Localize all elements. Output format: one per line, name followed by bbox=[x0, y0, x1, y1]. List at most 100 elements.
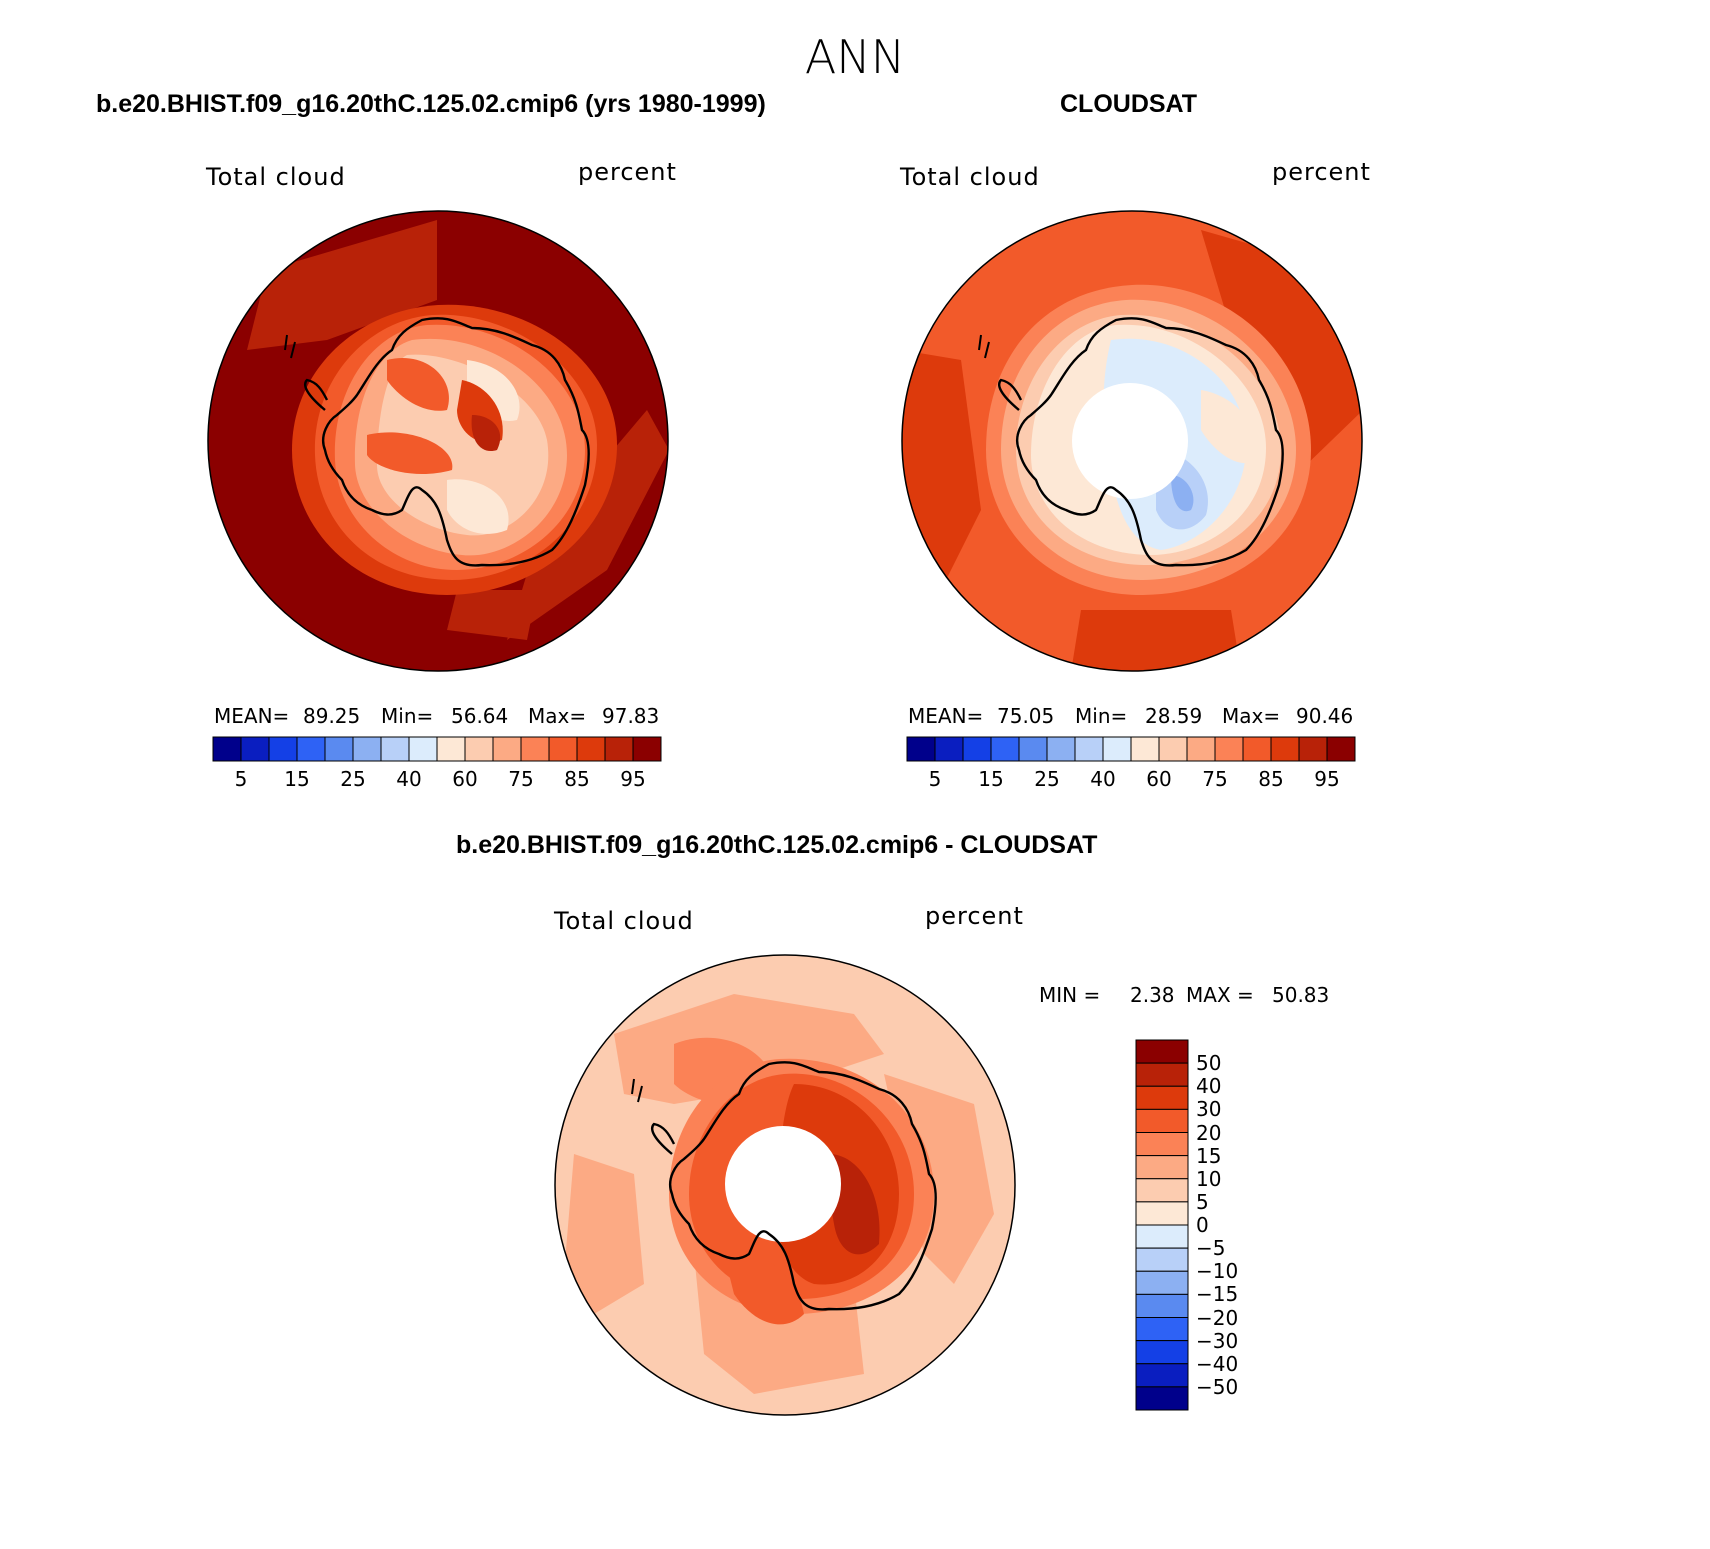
panel3-min-value: 2.38 bbox=[1130, 983, 1175, 1007]
colorbar-tick-label: 40 bbox=[1196, 1074, 1222, 1099]
colorbar-swatch bbox=[1018, 736, 1048, 762]
colorbar-tick-label: 85 bbox=[564, 767, 590, 791]
panel2-field-patch bbox=[902, 350, 981, 590]
colorbar-swatch bbox=[296, 736, 326, 762]
panel3-colorbar-ticks: 50 40 30 20 15 10 5 0 −5 −10 −15 −20 −30 −40 −50 bbox=[1196, 1040, 1256, 1410]
colorbar-tick-label: 75 bbox=[1202, 767, 1228, 791]
colorbar-swatch bbox=[1298, 736, 1328, 762]
colorbar-swatch bbox=[1130, 736, 1160, 762]
panel2-max-value: 90.46 bbox=[1296, 704, 1354, 728]
colorbar-swatch bbox=[464, 736, 494, 762]
colorbar-swatch bbox=[1270, 736, 1300, 762]
panel3-field-patch bbox=[564, 1154, 644, 1314]
colorbar-swatch bbox=[1135, 1132, 1189, 1157]
panel1-map-border bbox=[207, 210, 669, 672]
colorbar-tick-label: 15 bbox=[1196, 1143, 1222, 1168]
panel2-mean-value: 75.05 bbox=[997, 704, 1055, 728]
colorbar-tick-label: −50 bbox=[1196, 1374, 1239, 1399]
panel3-peninsula-coastline bbox=[650, 1122, 676, 1155]
colorbar-swatch bbox=[1135, 1085, 1189, 1110]
panel2-field-patch bbox=[1201, 390, 1257, 464]
colorbar-swatch bbox=[492, 736, 522, 762]
colorbar-swatch bbox=[1326, 736, 1356, 762]
panel2-colorbar bbox=[906, 736, 1356, 762]
colorbar-tick-label: 50 bbox=[1196, 1051, 1222, 1076]
panel1-mean-label: MEAN= bbox=[214, 704, 290, 728]
panel3-antarctica-coastline bbox=[669, 1061, 937, 1311]
colorbar-tick-label: 5 bbox=[1196, 1189, 1209, 1214]
panel3-missing-data-hole bbox=[725, 1126, 841, 1242]
panel1-variable-label: Total cloud bbox=[206, 163, 346, 191]
colorbar-swatch bbox=[408, 736, 438, 762]
colorbar-swatch bbox=[1102, 736, 1132, 762]
colorbar-tick-label: −5 bbox=[1196, 1236, 1226, 1261]
colorbar-tick-label: 15 bbox=[978, 767, 1004, 791]
panel1-min-value: 56.64 bbox=[451, 704, 509, 728]
colorbar-swatch bbox=[1186, 736, 1216, 762]
colorbar-swatch bbox=[324, 736, 354, 762]
panel2-max-label: Max= bbox=[1222, 704, 1281, 728]
panel3-case-title: b.e20.BHIST.f09_g16.20thC.125.02.cmip6 -… bbox=[456, 831, 1098, 859]
panel1-colorbar-ticks: 5 15 25 40 60 75 85 95 bbox=[213, 767, 661, 793]
panel2-missing-data-hole bbox=[1072, 383, 1188, 499]
panel1-case-title: b.e20.BHIST.f09_g16.20thC.125.02.cmip6 (… bbox=[96, 90, 766, 118]
colorbar-swatch bbox=[352, 736, 382, 762]
colorbar-tick-label: −40 bbox=[1196, 1351, 1239, 1376]
colorbar-swatch bbox=[1158, 736, 1188, 762]
panel3-polar-map bbox=[554, 954, 1016, 1416]
panel3-max-label: MAX = bbox=[1186, 983, 1254, 1007]
colorbar-swatch bbox=[1135, 1155, 1189, 1180]
colorbar-tick-label: −20 bbox=[1196, 1305, 1239, 1330]
panel2-field-patch bbox=[1071, 610, 1241, 671]
colorbar-swatch bbox=[1135, 1062, 1189, 1087]
panel2-units-label: percent bbox=[1272, 158, 1371, 186]
panel1-max-value: 97.83 bbox=[602, 704, 660, 728]
colorbar-swatch bbox=[990, 736, 1020, 762]
panel1-island-outline bbox=[284, 334, 296, 359]
panel2-map-border bbox=[901, 210, 1363, 672]
colorbar-tick-label: 25 bbox=[1034, 767, 1060, 791]
colorbar-swatch bbox=[1135, 1178, 1189, 1203]
colorbar-swatch bbox=[906, 736, 936, 762]
panel2-case-title: CLOUDSAT bbox=[1060, 90, 1198, 118]
panel1-field-patch bbox=[367, 432, 453, 475]
colorbar-swatch bbox=[1135, 1247, 1189, 1272]
panel1-field-patch bbox=[387, 358, 449, 411]
colorbar-tick-label: 30 bbox=[1196, 1097, 1222, 1122]
panel3-units-label: percent bbox=[925, 902, 1024, 930]
panel1-field-patch bbox=[247, 220, 437, 350]
colorbar-tick-label: 10 bbox=[1196, 1166, 1222, 1191]
colorbar-swatch bbox=[1242, 736, 1272, 762]
colorbar-swatch bbox=[604, 736, 634, 762]
panel1-field-patch bbox=[447, 479, 509, 534]
colorbar-tick-label: 60 bbox=[452, 767, 478, 791]
panel2-colorbar-ticks: 5 15 25 40 60 75 85 95 bbox=[907, 767, 1355, 793]
colorbar-tick-label: −15 bbox=[1196, 1282, 1239, 1307]
panel3-variable-label: Total cloud bbox=[554, 907, 694, 935]
colorbar-tick-label: −10 bbox=[1196, 1259, 1239, 1284]
panel1-max-label: Max= bbox=[528, 704, 587, 728]
colorbar-tick-label: −30 bbox=[1196, 1328, 1239, 1353]
panel3-island-outline bbox=[631, 1078, 643, 1103]
panel3-colorbar bbox=[1135, 1039, 1189, 1411]
colorbar-swatch bbox=[212, 736, 242, 762]
panel2-field-patch bbox=[1171, 475, 1194, 512]
panel2-antarctica-coastline bbox=[1016, 317, 1284, 567]
panel2-min-value: 28.59 bbox=[1145, 704, 1203, 728]
colorbar-tick-label: 40 bbox=[1090, 767, 1116, 791]
colorbar-swatch bbox=[1135, 1363, 1189, 1388]
colorbar-swatch bbox=[1135, 1108, 1189, 1133]
colorbar-swatch bbox=[548, 736, 578, 762]
colorbar-swatch bbox=[1135, 1386, 1189, 1411]
panel2-island-outline bbox=[978, 334, 990, 359]
panel1-min-label: Min= bbox=[381, 704, 434, 728]
colorbar-tick-label: 85 bbox=[1258, 767, 1284, 791]
colorbar-tick-label: 0 bbox=[1196, 1213, 1209, 1237]
colorbar-swatch bbox=[1135, 1340, 1189, 1365]
colorbar-swatch bbox=[1135, 1224, 1189, 1249]
panel1-units-label: percent bbox=[578, 158, 677, 186]
panel3-field-patch bbox=[724, 1253, 804, 1325]
colorbar-swatch bbox=[1135, 1270, 1189, 1295]
panel2-variable-label: Total cloud bbox=[900, 163, 1040, 191]
colorbar-tick-label: 20 bbox=[1196, 1120, 1222, 1145]
